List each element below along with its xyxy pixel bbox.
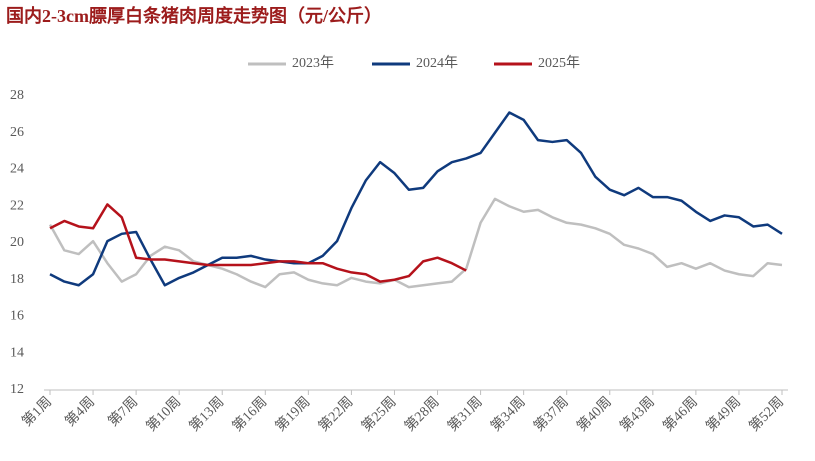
chart-title: 国内2-3cm膘厚白条猪肉周度走势图（元/公斤） xyxy=(6,5,382,26)
y-tick-label: 20 xyxy=(10,235,24,250)
x-tick-label: 第49周 xyxy=(702,393,744,435)
x-tick-label: 第1周 xyxy=(18,393,55,430)
x-tick-label: 第43周 xyxy=(616,393,658,435)
series-line xyxy=(49,203,467,283)
x-tick-label: 第37周 xyxy=(530,393,572,435)
y-tick-label: 26 xyxy=(10,125,24,140)
legend-label: 2023年 xyxy=(292,55,334,71)
legend-label: 2024年 xyxy=(416,55,458,71)
x-tick-label: 第4周 xyxy=(61,393,98,430)
x-tick-label: 第46周 xyxy=(659,393,701,435)
x-tick-label: 第16周 xyxy=(229,393,271,435)
y-tick-label: 18 xyxy=(10,272,24,287)
x-tick-label: 第34周 xyxy=(487,393,529,435)
legend-label: 2025年 xyxy=(538,55,580,71)
x-tick-label: 第25周 xyxy=(358,393,400,435)
x-tick-label: 第28周 xyxy=(401,393,443,435)
x-tick-label: 第22周 xyxy=(315,393,357,435)
x-tick-label: 第52周 xyxy=(745,393,787,435)
x-tick-label: 第19周 xyxy=(272,393,314,435)
y-tick-label: 24 xyxy=(10,162,24,177)
series-line xyxy=(48,197,783,289)
x-tick-label: 第31周 xyxy=(444,393,486,435)
x-tick-label: 第40周 xyxy=(573,393,615,435)
series-line xyxy=(49,111,783,287)
y-tick-label: 22 xyxy=(10,198,24,213)
y-tick-label: 14 xyxy=(10,345,24,360)
x-tick-label: 第7周 xyxy=(104,393,141,430)
x-tick-label: 第13周 xyxy=(186,393,228,435)
y-tick-label: 12 xyxy=(10,382,24,397)
x-tick-label: 第10周 xyxy=(143,393,185,435)
y-tick-label: 28 xyxy=(10,88,24,103)
y-tick-label: 16 xyxy=(10,309,24,324)
